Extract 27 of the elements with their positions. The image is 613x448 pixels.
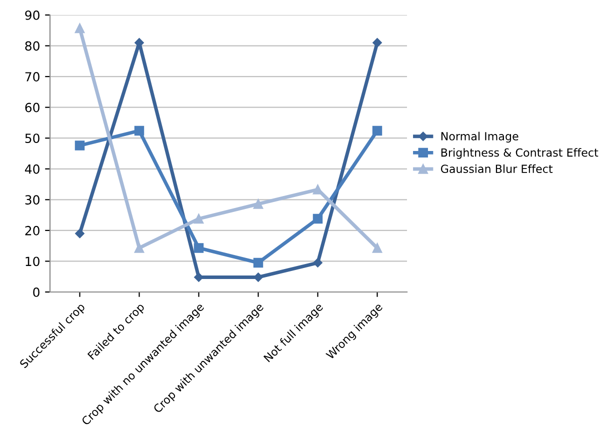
point <box>253 199 264 209</box>
y-tick-label: 80 <box>25 41 40 51</box>
y-tick-label: 30 <box>25 195 40 205</box>
legend-label: Brightness & Contrast Effect <box>441 148 598 159</box>
point <box>134 243 144 253</box>
point <box>74 140 85 150</box>
y-tick-label: 60 <box>25 102 40 112</box>
point <box>134 126 144 136</box>
point <box>372 38 382 48</box>
y-tick-label: 50 <box>25 134 40 144</box>
y-tick-label: 70 <box>25 72 40 82</box>
point <box>313 258 322 268</box>
point <box>372 243 382 253</box>
legend-label: Gaussian Blur Effect <box>440 164 553 174</box>
y-tick-label: 40 <box>24 164 40 174</box>
y-tick-label: 0 <box>33 287 40 297</box>
y-tick-label: 20 <box>25 226 40 236</box>
y-tick-label: 90 <box>25 10 40 20</box>
point <box>74 23 85 34</box>
point <box>194 214 204 224</box>
point <box>253 258 264 268</box>
point <box>312 214 323 224</box>
point <box>75 228 84 238</box>
point <box>194 243 204 253</box>
legend-label: Normal Image <box>441 132 518 143</box>
y-tick-label: 10 <box>26 256 40 266</box>
point <box>372 126 382 136</box>
